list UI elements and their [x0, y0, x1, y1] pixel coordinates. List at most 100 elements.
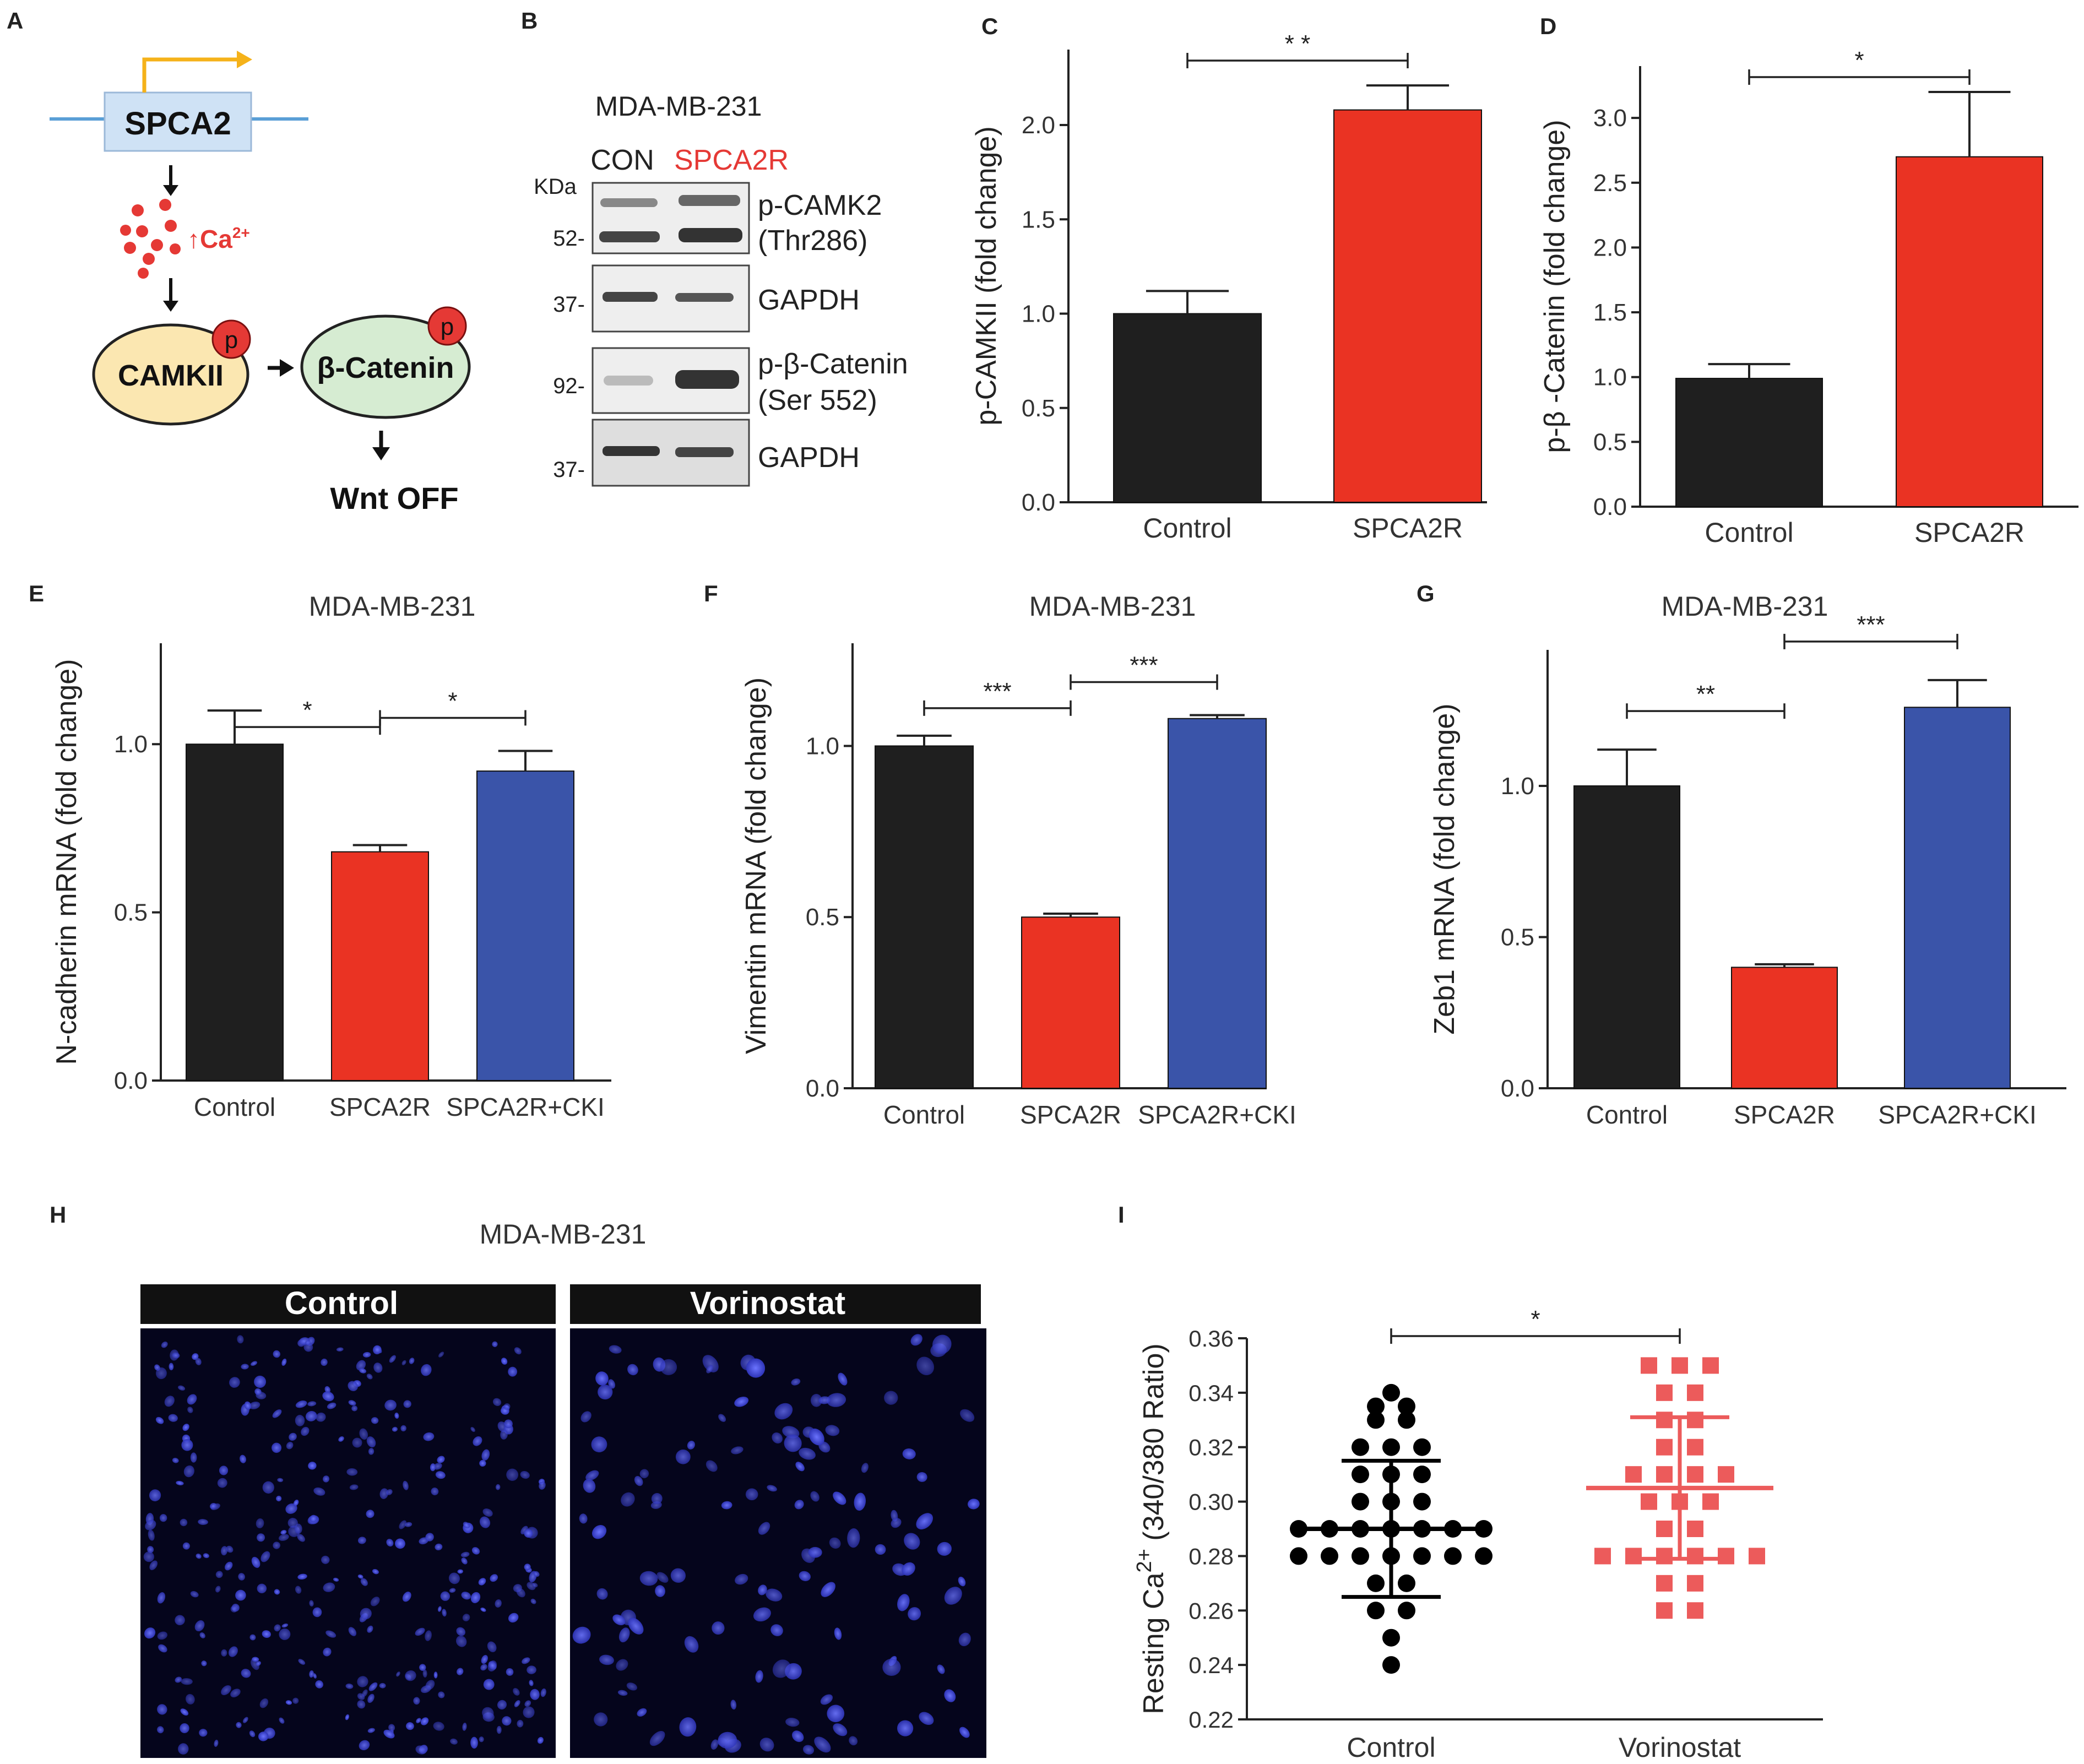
nucleus: [384, 1399, 397, 1411]
nucleus: [395, 1538, 405, 1549]
svg-text:92-: 92-: [553, 374, 585, 398]
nucleus: [594, 1712, 608, 1727]
nucleus: [902, 1448, 916, 1459]
nucleus: [214, 1739, 219, 1747]
panel-label-f: F: [704, 580, 718, 606]
nucleus: [187, 1407, 193, 1413]
nucleus: [503, 1403, 511, 1410]
nucleus: [753, 1607, 771, 1622]
nucleus: [198, 1519, 208, 1525]
nucleus: [655, 1585, 665, 1597]
y-tick-label: 2.0: [1022, 112, 1055, 139]
nucleus: [838, 1372, 848, 1386]
chart-e: 0.0 0.5 1.0 MDA-MB-231 N-cadherin mRNA (fold…: [51, 591, 611, 1121]
nucleus: [821, 1582, 835, 1597]
nucleus: [309, 1670, 314, 1678]
nucleus: [833, 1491, 846, 1505]
data-point: [1718, 1466, 1734, 1483]
nucleus: [479, 1736, 484, 1743]
nucleus: [488, 1661, 497, 1670]
microscopy-title: MDA-MB-231: [480, 1219, 647, 1250]
nucleus: [256, 1661, 261, 1667]
nucleus: [315, 1680, 323, 1689]
gene-box: [104, 91, 252, 152]
nucleus: [721, 1501, 732, 1510]
image-header-control: [140, 1284, 556, 1324]
nucleus: [517, 1719, 524, 1728]
nucleus: [910, 1334, 922, 1346]
nucleus: [591, 1436, 607, 1453]
nucleus: [276, 1495, 282, 1502]
y-axis-label: Vimentin mRNA (fold change): [740, 677, 772, 1054]
nucleus: [230, 1605, 237, 1613]
x-tick-label: SPCA2R: [1020, 1100, 1121, 1129]
nucleus: [533, 1571, 540, 1577]
nucleus: [596, 1588, 608, 1600]
nucleus: [357, 1676, 368, 1687]
chart-d: 0.0 0.5 1.0 1.5 2.0 2.5 3.0 p-β -Catenin (fold …: [1539, 47, 2078, 548]
nucleus: [504, 1419, 513, 1429]
nuclei-vorinostat: [572, 1334, 980, 1755]
y-tick-label: 1.0: [1022, 301, 1055, 328]
nucleus: [649, 1731, 665, 1746]
nucleus: [379, 1682, 386, 1689]
y-tick-label: 0.0: [1501, 1075, 1534, 1102]
nucleus: [215, 1571, 223, 1578]
nucleus: [346, 1468, 358, 1476]
nucleus: [313, 1673, 317, 1679]
nucleus: [323, 1582, 335, 1592]
nucleus: [710, 1739, 719, 1750]
nucleus: [209, 1502, 217, 1510]
nucleus: [273, 1350, 280, 1358]
nucleus: [827, 1705, 845, 1723]
nucleus: [413, 1697, 420, 1705]
nucleus: [145, 1519, 156, 1530]
data-point: [1687, 1466, 1703, 1483]
svg-text:37-: 37-: [553, 458, 585, 482]
nucleus: [175, 1615, 185, 1626]
chart-title: MDA-MB-231: [1029, 591, 1196, 622]
nucleus: [808, 1428, 824, 1446]
nucleus: [386, 1539, 394, 1547]
nucleus: [172, 1352, 180, 1359]
nucleus: [327, 1402, 337, 1409]
nucleus: [483, 1679, 495, 1690]
data-point: [1671, 1357, 1688, 1374]
nucleus: [572, 1626, 591, 1644]
nucleus: [916, 1356, 935, 1376]
nucleus: [348, 1627, 357, 1636]
nucleus: [616, 1659, 628, 1671]
nucleus: [532, 1582, 538, 1588]
nucleus: [431, 1488, 439, 1496]
nucleus: [371, 1417, 379, 1424]
data-point: [1656, 1548, 1673, 1565]
nucleus: [249, 1401, 260, 1409]
nucleus: [438, 1691, 445, 1698]
nucleus: [338, 1436, 344, 1442]
nucleus: [349, 1484, 359, 1490]
nucleus: [960, 1409, 975, 1422]
nucleus: [437, 1456, 445, 1463]
nucleus: [810, 1491, 820, 1502]
nucleus: [774, 1403, 793, 1420]
panel-label-i: I: [1118, 1202, 1125, 1228]
nucleus: [257, 1533, 265, 1542]
nucleus: [237, 1335, 244, 1344]
y-tick-label: 0.28: [1188, 1543, 1234, 1569]
significance-label: *: [302, 697, 312, 724]
nucleus: [254, 1375, 267, 1388]
x-tick-label: SPCA2R: [329, 1093, 431, 1121]
y-tick-label: 0.0: [114, 1067, 148, 1094]
nucleus: [143, 1551, 154, 1562]
nucleus: [279, 1717, 285, 1724]
nucleus: [916, 1472, 927, 1482]
panel-label-d: D: [1540, 13, 1556, 39]
nucleus: [360, 1608, 372, 1620]
nucleus: [585, 1470, 599, 1481]
nucleus: [457, 1569, 464, 1574]
nucleus: [272, 1442, 282, 1453]
nucleus: [240, 1454, 246, 1463]
nucleus: [502, 1716, 512, 1726]
data-point: [1413, 1466, 1431, 1484]
nucleus: [435, 1471, 446, 1479]
